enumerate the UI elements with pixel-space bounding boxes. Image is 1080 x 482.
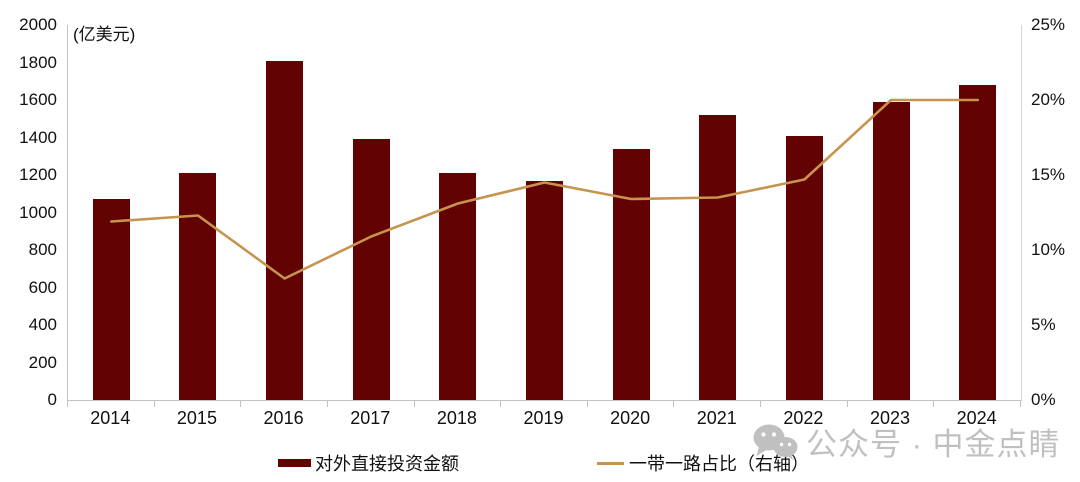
x-axis-tick xyxy=(760,401,761,407)
x-tick-label: 2023 xyxy=(870,408,911,428)
y-left-tick-label: 2000 xyxy=(19,15,57,34)
legend-swatch-line xyxy=(597,461,624,465)
y-left-tick-label: 1000 xyxy=(19,202,57,222)
x-axis-tick xyxy=(240,401,241,407)
legend-item-line-series: 一带一路占比（右轴） xyxy=(597,452,809,474)
y-right-tick-label: 0% xyxy=(1031,390,1056,409)
watermark: 公众号 · 中金点睛 xyxy=(752,419,1061,464)
x-tick-label: 2019 xyxy=(523,408,564,428)
y-left-tick-label: 400 xyxy=(28,315,57,334)
x-axis-tick xyxy=(1020,401,1021,407)
bar-2023 xyxy=(872,101,910,400)
y-right-tick-label: 20% xyxy=(1031,90,1066,109)
x-axis-tick xyxy=(327,401,328,407)
legend-item-bar-series: 对外直接投资金额 xyxy=(278,452,459,474)
y-right-tick-label: 10% xyxy=(1031,240,1066,259)
x-tick-label: 2022 xyxy=(783,408,824,428)
bar-2014 xyxy=(92,199,130,400)
x-axis-tick xyxy=(673,401,674,407)
y-left-tick-label: 1400 xyxy=(19,127,57,147)
y-right-tick-label: 15% xyxy=(1031,165,1066,184)
x-tick-label: 2024 xyxy=(956,408,997,428)
bar-2018 xyxy=(439,173,477,400)
y-left-tick-label: 600 xyxy=(28,277,57,297)
x-axis-tick xyxy=(154,401,155,407)
legend-label-bar-series: 对外直接投资金额 xyxy=(315,454,459,474)
trend-line-svg xyxy=(109,98,980,280)
x-tick-label: 2020 xyxy=(610,408,651,428)
legend-label-line-series: 一带一路占比（右轴） xyxy=(629,454,809,474)
x-tick-label: 2014 xyxy=(90,408,131,428)
bar-2021 xyxy=(699,115,737,400)
y-left-tick-label: 1800 xyxy=(19,52,57,72)
y-right-tick-label: 25% xyxy=(1031,15,1066,34)
bar-2017 xyxy=(352,139,390,400)
x-tick-label: 2016 xyxy=(263,408,304,428)
x-tick-label: 2017 xyxy=(350,408,391,428)
bar-2024 xyxy=(959,85,997,400)
left-axis-unit-label: (亿美元) xyxy=(73,25,136,44)
y-left-tick-label: 1600 xyxy=(19,90,57,109)
x-axis-tick xyxy=(847,401,848,407)
x-axis-tick xyxy=(587,401,588,407)
x-tick-label: 2021 xyxy=(696,408,737,428)
bar-2019 xyxy=(526,180,563,400)
bar-2020 xyxy=(612,148,650,400)
wechat-icon xyxy=(753,424,798,460)
bar-2015 xyxy=(179,173,217,400)
y-left-tick-label: 800 xyxy=(28,240,57,259)
watermark-text: 公众号 · 中金点睛 xyxy=(806,427,1061,462)
x-axis-tick xyxy=(500,401,501,407)
x-tick-label: 2018 xyxy=(436,408,477,428)
y-right-tick-label: 5% xyxy=(1031,315,1056,334)
y-left-tick-label: 0 xyxy=(47,390,57,409)
x-axis-tick xyxy=(933,401,934,407)
x-tick-label: 2015 xyxy=(176,408,217,428)
legend-swatch-bar xyxy=(278,459,311,467)
y-left-tick-label: 200 xyxy=(28,352,57,372)
x-axis-tick xyxy=(67,401,68,407)
x-axis-tick xyxy=(414,401,415,407)
plot-area xyxy=(67,25,1022,401)
trend-line xyxy=(109,98,980,280)
y-left-tick-label: 1200 xyxy=(19,165,57,184)
bar-2016 xyxy=(266,60,304,400)
